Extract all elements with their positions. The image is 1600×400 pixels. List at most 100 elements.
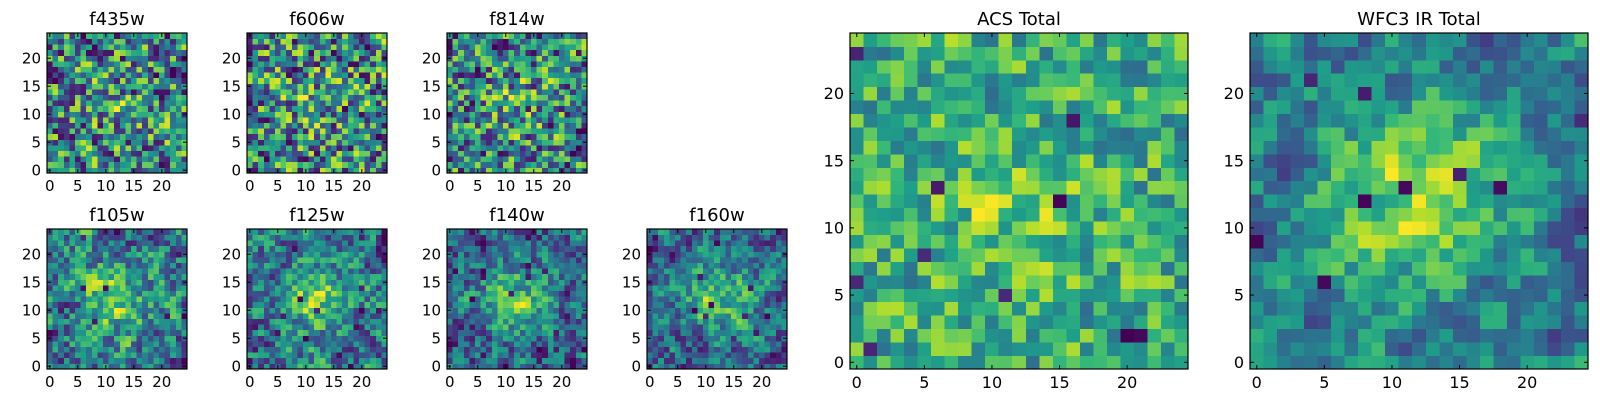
heatmap-cell: [336, 139, 343, 146]
heatmap-cell: [47, 357, 53, 364]
heatmap-cell: [917, 234, 932, 249]
heatmap-cell: [531, 156, 537, 163]
heatmap-cell: [775, 257, 782, 263]
heatmap-cell: [280, 279, 287, 286]
heatmap-cell: [297, 279, 304, 286]
heatmap-cell: [258, 122, 265, 129]
heatmap-cell: [850, 261, 864, 276]
heatmap-cell: [770, 352, 777, 359]
heatmap-cell: [114, 296, 121, 303]
heatmap-cell: [469, 251, 476, 258]
heatmap-cell: [370, 285, 377, 291]
heatmap-cell: [503, 128, 509, 135]
heatmap-cell: [269, 279, 276, 286]
heatmap-cell: [159, 240, 165, 247]
x-tick-label: 5: [73, 373, 83, 391]
heatmap-cell: [652, 357, 659, 364]
heatmap-cell: [480, 352, 487, 359]
heatmap-cell: [1174, 274, 1189, 289]
heatmap-cell: [536, 145, 543, 151]
heatmap-cell: [142, 290, 149, 297]
heatmap-cell: [491, 346, 498, 353]
heatmap-cell: [136, 357, 143, 364]
heatmap-cell: [97, 156, 104, 163]
heatmap-cell: [542, 83, 549, 90]
heatmap-cell: [525, 77, 532, 84]
heatmap-cell: [775, 352, 782, 359]
heatmap-cell: [170, 100, 177, 107]
heatmap-cell: [258, 352, 265, 359]
heatmap-cell: [97, 346, 104, 353]
heatmap-cell: [58, 167, 65, 174]
heatmap-cell: [475, 128, 481, 135]
heatmap-cell: [497, 94, 504, 101]
heatmap-cell: [280, 313, 287, 319]
heatmap-cell: [103, 83, 109, 90]
heatmap-cell: [63, 44, 70, 51]
heatmap-cell: [131, 234, 137, 241]
heatmap-cell: [680, 273, 687, 280]
heatmap-cell: [275, 111, 281, 118]
heatmap-cell: [80, 72, 87, 79]
heatmap-cell: [52, 167, 59, 174]
heatmap-cell: [263, 229, 270, 235]
heatmap-cell: [319, 38, 326, 45]
heatmap-cell: [114, 55, 121, 62]
heatmap-cell: [331, 273, 337, 280]
heatmap-cell: [486, 234, 493, 241]
heatmap-cell: [91, 352, 98, 359]
heatmap-cell: [286, 105, 293, 112]
heatmap-cell: [181, 352, 188, 359]
heatmap-cell: [319, 307, 326, 314]
heatmap-cell: [514, 66, 521, 73]
heatmap-cell: [347, 279, 354, 286]
heatmap-cell: [269, 234, 276, 241]
heatmap-cell: [1120, 288, 1135, 303]
heatmap-cell: [280, 117, 287, 123]
heatmap-cell: [336, 268, 343, 275]
heatmap-cell: [1133, 221, 1148, 235]
heatmap-cell: [275, 273, 281, 280]
heatmap-cell: [263, 167, 270, 174]
heatmap-cell: [536, 324, 543, 331]
heatmap-cell: [142, 72, 149, 79]
heatmap-cell: [486, 150, 493, 157]
heatmap-cell: [97, 290, 104, 297]
heatmap-cell: [136, 352, 143, 359]
heatmap-cell: [447, 257, 453, 263]
heatmap-cell: [252, 318, 259, 325]
heatmap-cell: [181, 33, 188, 39]
heatmap-cell: [691, 290, 698, 297]
heatmap-cell: [108, 44, 115, 51]
heatmap-cell: [564, 273, 571, 280]
heatmap-cell: [553, 61, 560, 67]
heatmap-cell: [170, 296, 177, 303]
heatmap-cell: [680, 285, 687, 291]
heatmap-cell: [469, 128, 476, 135]
heatmap-cell: [904, 194, 918, 209]
heatmap-cell: [131, 262, 137, 269]
heatmap-cell: [347, 262, 354, 269]
heatmap-cell: [581, 61, 588, 67]
heatmap-cell: [680, 268, 687, 275]
heatmap-cell: [747, 268, 754, 275]
heatmap-cell: [469, 346, 476, 353]
heatmap-cell: [136, 268, 143, 275]
heatmap-cell: [275, 251, 281, 258]
heatmap-cell: [63, 357, 70, 364]
heatmap-cell: [1025, 342, 1040, 356]
heatmap-cell: [314, 145, 321, 151]
heatmap-cell: [97, 262, 104, 269]
heatmap-cell: [719, 245, 726, 252]
heatmap-cell: [525, 156, 532, 163]
heatmap-cell: [63, 279, 70, 286]
heatmap-cell: [542, 161, 549, 168]
heatmap-cell: [58, 245, 65, 252]
heatmap-cell: [447, 44, 453, 51]
heatmap-cell: [164, 122, 171, 129]
heatmap-cell: [258, 290, 265, 297]
heatmap-cell: [52, 352, 59, 359]
heatmap-cell: [469, 89, 476, 95]
heatmap-cell: [86, 55, 93, 62]
